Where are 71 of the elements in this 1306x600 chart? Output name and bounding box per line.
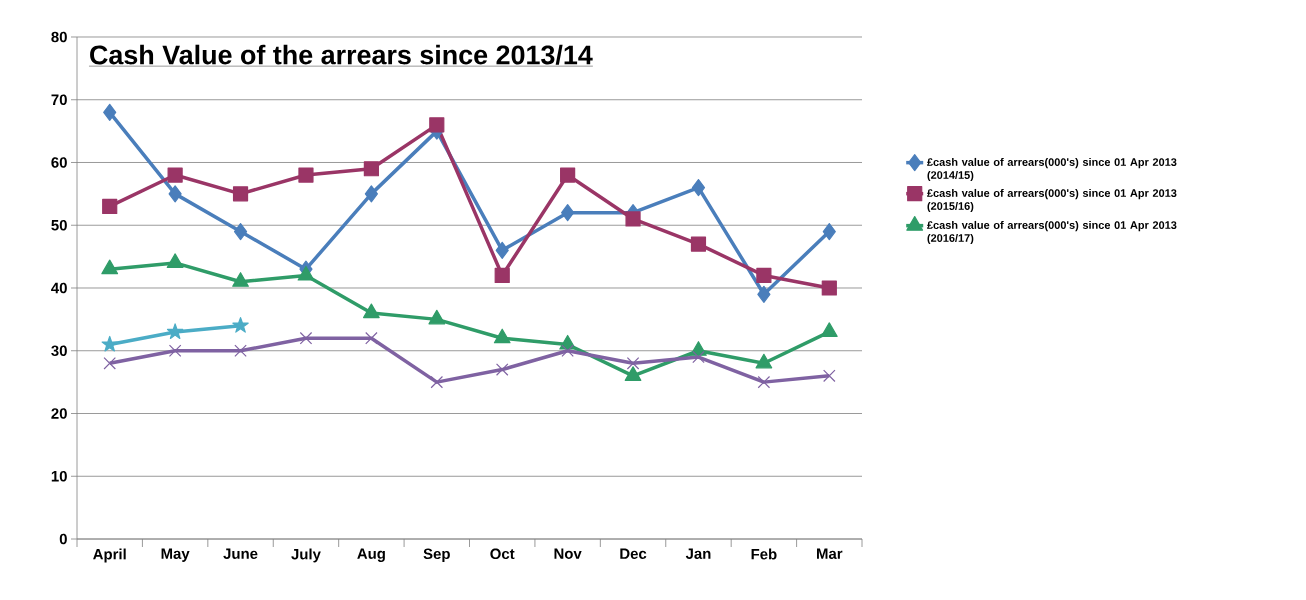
legend-label: £cash value of arrears(000's) since 01 Apr 2013 (2014/15) — [927, 157, 1177, 182]
point — [692, 350, 705, 364]
y-tick-label: 50 — [51, 219, 67, 231]
x-tick-label: Dec — [620, 548, 647, 559]
x-tick-label: Nov — [554, 548, 582, 559]
y-tick-label: 40 — [51, 282, 67, 294]
point — [822, 222, 836, 241]
point — [365, 331, 378, 345]
point — [624, 366, 642, 381]
point — [101, 259, 119, 275]
x-tick-label: Jan — [685, 548, 711, 559]
point — [234, 344, 247, 358]
point — [101, 335, 118, 352]
point — [561, 344, 574, 358]
point — [560, 167, 576, 183]
point — [232, 272, 249, 287]
x-tick-label: July — [291, 548, 321, 563]
point — [494, 267, 510, 284]
x-tick-label: Aug — [357, 548, 385, 562]
point — [820, 322, 838, 338]
point — [166, 323, 184, 339]
point — [428, 309, 446, 325]
point — [561, 204, 575, 222]
y-tick-label: 30 — [51, 345, 67, 357]
point — [168, 185, 182, 203]
point — [690, 236, 707, 252]
point — [362, 303, 380, 319]
point — [168, 344, 182, 358]
y-tick-label: 60 — [51, 157, 67, 168]
point — [821, 280, 837, 296]
y-tick-label: 80 — [51, 31, 67, 43]
point — [625, 211, 641, 227]
point — [102, 198, 118, 215]
point — [167, 167, 183, 183]
legend-label: £cash value of arrears(000's) since 01 Apr 2013 (2015/16) — [927, 188, 1177, 213]
point — [233, 222, 248, 241]
point — [757, 285, 771, 303]
point — [363, 161, 379, 177]
point — [429, 117, 445, 133]
point — [298, 167, 314, 183]
point — [166, 253, 184, 268]
y-tick-label: 10 — [51, 470, 67, 482]
y-tick-label: 0 — [59, 533, 67, 545]
point — [103, 103, 117, 121]
point — [626, 357, 640, 370]
x-tick-label: Feb — [751, 548, 777, 560]
point — [495, 241, 509, 259]
point — [232, 317, 249, 333]
x-tick-label: Sep — [423, 548, 450, 563]
point — [364, 185, 378, 203]
x-tick-label: June — [223, 548, 258, 559]
x-tick-label: May — [161, 548, 190, 562]
point — [299, 331, 313, 345]
x-tick-label: Oct — [490, 548, 515, 560]
point — [755, 353, 773, 369]
y-tick-label: 70 — [51, 94, 67, 106]
x-tick-label: April — [93, 548, 126, 563]
point — [823, 369, 836, 383]
point — [757, 375, 771, 389]
point — [495, 363, 509, 376]
point — [493, 328, 511, 344]
y-tick-label: 20 — [51, 408, 67, 419]
legend-label: £cash value of arrears(000's) since 01 Apr 2013 (2016/17) — [927, 220, 1177, 245]
point — [103, 357, 116, 370]
point — [232, 186, 249, 202]
chart-title: Cash Value of the arrears since 2013/14 — [90, 44, 593, 65]
point — [297, 265, 315, 281]
point — [756, 267, 772, 284]
point — [430, 375, 444, 389]
point — [691, 179, 706, 197]
x-tick-label: Mar — [817, 548, 843, 559]
